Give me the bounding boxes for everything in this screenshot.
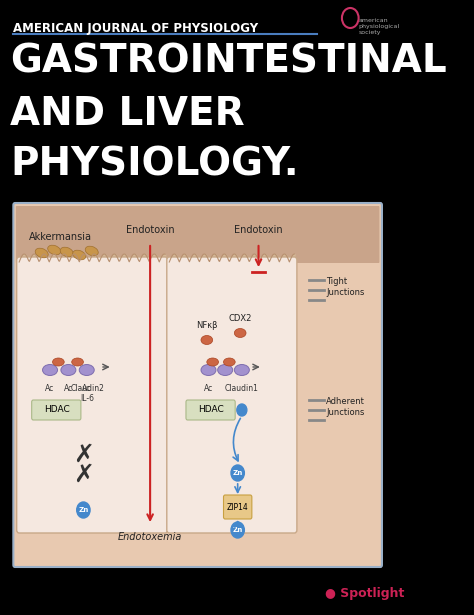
Text: Endotoxemia: Endotoxemia	[118, 532, 182, 542]
Ellipse shape	[224, 358, 235, 366]
Ellipse shape	[79, 365, 94, 376]
Ellipse shape	[234, 365, 249, 376]
Ellipse shape	[72, 358, 83, 366]
Text: Akkermansia: Akkermansia	[28, 232, 91, 242]
Ellipse shape	[53, 358, 64, 366]
Text: Endotoxin: Endotoxin	[126, 225, 174, 235]
Text: ✗: ✗	[73, 443, 94, 467]
Ellipse shape	[61, 365, 76, 376]
Text: ✗: ✗	[73, 463, 94, 487]
Text: Ac: Ac	[64, 384, 73, 393]
Text: ● Spotlight: ● Spotlight	[325, 587, 405, 600]
FancyBboxPatch shape	[186, 400, 235, 420]
Text: Zn: Zn	[233, 470, 243, 476]
Text: HDAC: HDAC	[44, 405, 70, 415]
Ellipse shape	[35, 248, 48, 258]
FancyBboxPatch shape	[13, 203, 382, 567]
Text: Tight
Junctions: Tight Junctions	[326, 277, 365, 296]
Text: american
physiological
society: american physiological society	[359, 18, 400, 34]
Text: AMERICAN JOURNAL OF PHYSIOLOGY: AMERICAN JOURNAL OF PHYSIOLOGY	[12, 22, 258, 35]
Text: Ac: Ac	[82, 384, 91, 393]
Circle shape	[77, 502, 90, 518]
Circle shape	[237, 404, 247, 416]
FancyBboxPatch shape	[167, 257, 297, 533]
Text: Ac: Ac	[204, 384, 213, 393]
Text: AND LIVER: AND LIVER	[10, 95, 245, 133]
Ellipse shape	[207, 358, 219, 366]
Text: CDX2: CDX2	[228, 314, 252, 323]
FancyBboxPatch shape	[16, 206, 380, 263]
Text: HDAC: HDAC	[198, 405, 224, 415]
Text: Zn: Zn	[233, 527, 243, 533]
Ellipse shape	[48, 245, 61, 255]
Ellipse shape	[201, 336, 213, 344]
Circle shape	[231, 522, 245, 538]
Text: Zn: Zn	[78, 507, 89, 513]
Ellipse shape	[60, 247, 73, 257]
Text: Endotoxin: Endotoxin	[234, 225, 283, 235]
Text: Ac: Ac	[46, 384, 55, 393]
Text: Adherent
Junctions: Adherent Junctions	[326, 397, 365, 417]
Ellipse shape	[218, 365, 233, 376]
Circle shape	[231, 465, 245, 481]
Text: Claudin2
IL-6: Claudin2 IL-6	[71, 384, 104, 403]
FancyBboxPatch shape	[32, 400, 81, 420]
Text: PHYSIOLOGY.: PHYSIOLOGY.	[10, 145, 299, 183]
Ellipse shape	[85, 246, 98, 256]
Ellipse shape	[234, 328, 246, 338]
Ellipse shape	[201, 365, 216, 376]
FancyBboxPatch shape	[224, 495, 252, 519]
FancyBboxPatch shape	[17, 257, 168, 533]
Text: Claudin1: Claudin1	[225, 384, 259, 393]
Text: GASTROINTESTINAL: GASTROINTESTINAL	[10, 42, 447, 80]
Ellipse shape	[73, 250, 86, 260]
Text: ZIP14: ZIP14	[227, 502, 248, 512]
Ellipse shape	[43, 365, 57, 376]
Text: NFκβ: NFκβ	[196, 321, 218, 330]
